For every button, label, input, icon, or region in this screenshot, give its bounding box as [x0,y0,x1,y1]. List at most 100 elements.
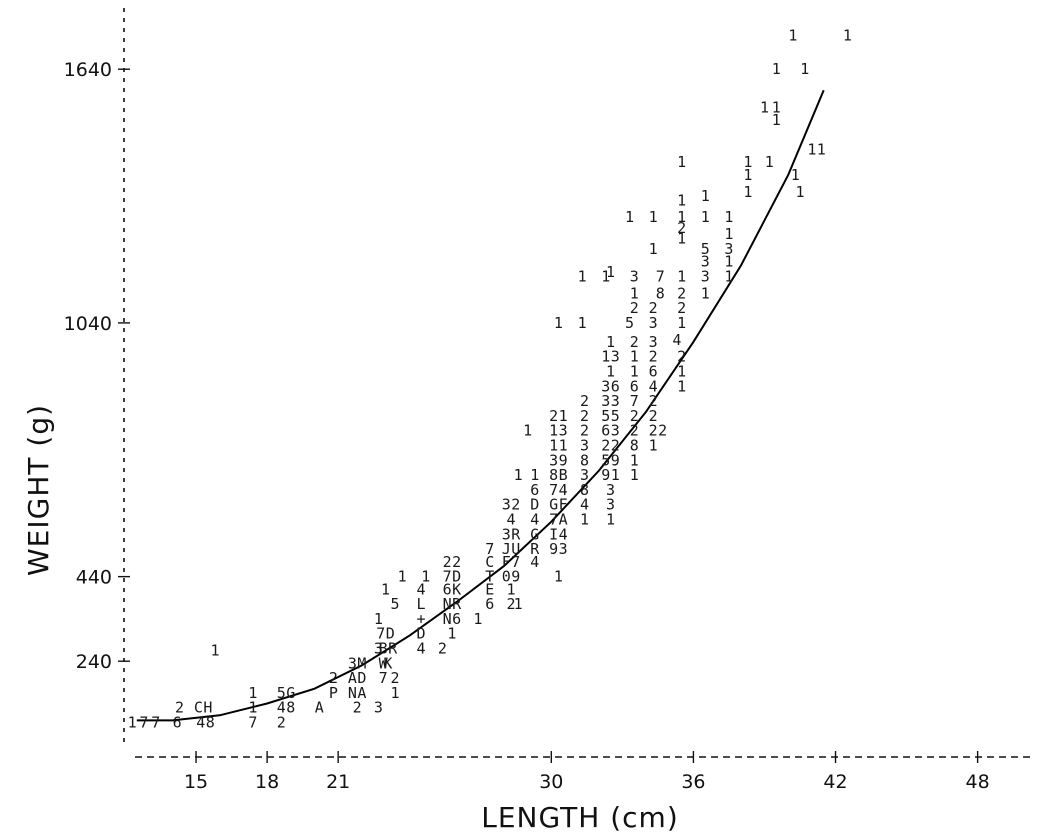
data-point: 7 [630,392,639,410]
x-tick-label: 21 [326,771,350,793]
data-point: 7 [485,540,494,558]
data-point: 4 [559,481,568,499]
data-point: M [357,654,366,672]
data-point: 2 [630,333,639,351]
data-point: 8 [580,451,589,469]
data-point: 1 [743,166,752,184]
data-point: T [485,568,494,586]
data-point: 1 [210,642,219,660]
data-point: 1 [530,466,539,484]
data-point: 9 [601,466,610,484]
data-point: 2 [630,407,639,425]
data-point: 9 [511,568,520,586]
fit-curve-layer [136,89,825,722]
data-point: 1 [701,284,710,302]
data-point: 1 [625,208,634,226]
y-tick-label: 240 [76,651,112,673]
data-point: 1 [795,183,804,201]
data-point: 3 [580,437,589,455]
data-point: 1 [724,253,733,271]
data-point: 2 [630,422,639,440]
data-point: 4 [196,714,205,732]
data-point: 1 [398,568,407,586]
data-point: 2 [677,284,686,302]
data-point: 2 [507,595,516,613]
data-point: 4 [530,553,539,571]
data-point: 1 [843,26,852,44]
data-point: 4 [649,377,658,395]
data-point: 1 [701,187,710,205]
x-tick-label: 30 [539,771,563,793]
data-point: 2 [511,496,520,514]
data-point: 1 [649,437,658,455]
data-point: A [315,699,324,717]
x-tick-label: 18 [255,771,279,793]
data-point: G [530,525,539,543]
data-point: 1 [578,314,587,332]
data-point: 5 [390,595,399,613]
fitted-curve [136,89,825,722]
data-point: 7 [376,625,385,643]
data-point: G [286,684,295,702]
data-point: 2 [649,348,658,366]
data-point: 1 [559,407,568,425]
data-point: 7 [549,511,558,529]
data-point: 4 [530,511,539,529]
data-point: 1 [677,191,686,209]
data-point: 3 [649,333,658,351]
data-point: 2 [601,437,610,455]
data-point: 1 [743,183,752,201]
data-point: 1 [611,466,620,484]
data-point: 3 [348,654,357,672]
y-tick-label: 1640 [64,59,112,81]
data-point: 3 [580,466,589,484]
data-point: 6 [611,377,620,395]
data-point: 1 [473,610,482,628]
data-point: 2 [649,392,658,410]
data-point: 3 [559,540,568,558]
data-point: E [485,580,494,598]
data-point: 2 [611,437,620,455]
y-tick-label: 440 [76,567,112,589]
data-point: 1 [523,422,532,440]
data-point: 1 [649,208,658,226]
data-point: 1 [817,141,826,159]
data-point: 1 [606,263,615,281]
data-point: 6 [601,422,610,440]
data-point: 7 [443,568,452,586]
data-point: 1 [248,684,257,702]
data-point: 3 [611,392,620,410]
data-point: 1 [606,363,615,381]
data-point: 1 [677,229,686,247]
data-point: D [530,496,539,514]
data-point: 6 [649,363,658,381]
data-point: 4 [672,331,681,349]
data-point: 1 [772,60,781,78]
data-point: 2 [677,219,686,237]
data-point: 7 [139,714,148,732]
x-axis-title: LENGTH (cm) [481,801,679,834]
data-point: 1 [677,208,686,226]
x-tick-label: 48 [966,771,990,793]
data-point: 2 [452,553,461,571]
data-point: 9 [611,451,620,469]
data-point: 1 [514,595,523,613]
data-point: 1 [649,240,658,258]
data-point: 2 [390,669,399,687]
data-point: 2 [630,299,639,317]
data-point: 7 [549,481,558,499]
data-point: P [329,684,338,702]
data-point: 1 [800,60,809,78]
data-point: 8 [206,714,215,732]
data-point: 1 [447,625,456,643]
data-point: 9 [549,540,558,558]
data-point: 3 [502,525,511,543]
data-point: K [383,654,392,672]
data-point: C [194,699,203,717]
data-point: 1 [601,348,610,366]
data-point: 1 [390,684,399,702]
data-point: D [417,625,426,643]
data-point: D [452,568,461,586]
